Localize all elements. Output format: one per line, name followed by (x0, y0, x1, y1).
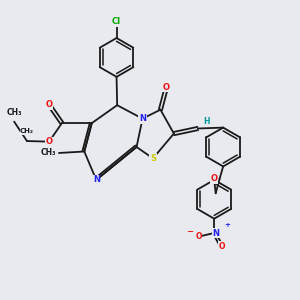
Text: S: S (150, 154, 156, 163)
Text: +: + (224, 222, 230, 228)
Text: CH₃: CH₃ (41, 148, 56, 158)
Text: O: O (211, 175, 218, 184)
Text: O: O (195, 232, 202, 241)
Text: H: H (203, 117, 209, 126)
Text: O: O (163, 83, 170, 92)
Text: O: O (218, 242, 225, 251)
Text: CH₃: CH₃ (6, 108, 22, 117)
Text: CH₂: CH₂ (20, 128, 34, 134)
Text: −: − (186, 227, 193, 236)
Text: N: N (93, 176, 100, 184)
Text: N: N (139, 114, 146, 123)
Text: N: N (212, 229, 219, 238)
Text: O: O (46, 100, 52, 109)
Text: Cl: Cl (112, 17, 121, 26)
Text: O: O (46, 137, 52, 146)
